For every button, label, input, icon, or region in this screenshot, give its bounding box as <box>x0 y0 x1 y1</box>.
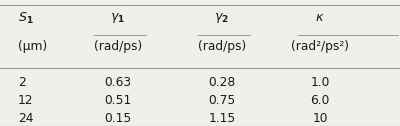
Text: 6.0: 6.0 <box>310 94 330 107</box>
Text: 0.75: 0.75 <box>208 94 236 107</box>
Text: (rad/ps): (rad/ps) <box>198 40 246 53</box>
Text: $\mathit{\gamma}_{\mathbf{2}}$: $\mathit{\gamma}_{\mathbf{2}}$ <box>214 11 230 25</box>
Text: 0.28: 0.28 <box>208 76 236 89</box>
Text: 0.51: 0.51 <box>104 94 132 107</box>
Text: $\mathit{\gamma}_{\mathbf{1}}$: $\mathit{\gamma}_{\mathbf{1}}$ <box>110 11 126 25</box>
Text: 12: 12 <box>18 94 34 107</box>
Text: $\mathit{S}_{\mathbf{1}}$: $\mathit{S}_{\mathbf{1}}$ <box>18 11 34 26</box>
Text: 10: 10 <box>312 112 328 124</box>
Text: (rad/ps): (rad/ps) <box>94 40 142 53</box>
Text: 1.15: 1.15 <box>208 112 236 124</box>
Text: 1.0: 1.0 <box>310 76 330 89</box>
Text: (rad²/ps²): (rad²/ps²) <box>291 40 349 53</box>
Text: 24: 24 <box>18 112 34 124</box>
Text: (μm): (μm) <box>18 40 47 53</box>
Text: 0.63: 0.63 <box>104 76 132 89</box>
Text: $\mathit{\kappa}$: $\mathit{\kappa}$ <box>315 11 325 24</box>
Text: 2: 2 <box>18 76 26 89</box>
Text: 0.15: 0.15 <box>104 112 132 124</box>
